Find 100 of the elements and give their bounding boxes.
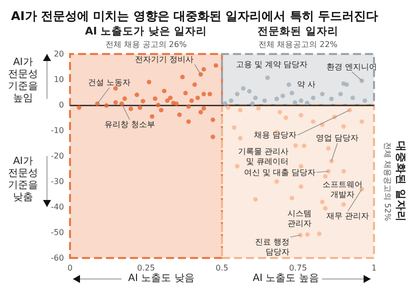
text: AI 노출도 낮음 <box>127 273 196 285</box>
point <box>284 116 288 120</box>
point <box>138 105 142 110</box>
point <box>234 92 240 96</box>
point <box>341 202 346 207</box>
annotation: 환경 엔지니어 <box>326 62 378 72</box>
point <box>232 125 236 130</box>
y-tick-label: -60 <box>50 254 64 262</box>
point <box>262 98 267 103</box>
point <box>298 112 304 118</box>
point <box>189 98 194 103</box>
band-label: 전문화된 일자리 전체 채용공고의 22% <box>258 26 338 49</box>
point <box>280 94 286 98</box>
point <box>238 108 242 112</box>
point <box>350 96 355 100</box>
y-tick-label: 0 <box>58 100 64 110</box>
point <box>198 72 203 77</box>
point <box>162 88 166 94</box>
point <box>113 86 118 91</box>
y-tick-label: 10 <box>54 75 64 84</box>
point <box>168 96 173 100</box>
point <box>278 110 282 114</box>
point <box>210 134 216 140</box>
x-tick-label: 0.5 <box>216 264 228 272</box>
point <box>156 102 160 108</box>
point <box>202 92 206 96</box>
point <box>317 232 322 236</box>
point <box>310 119 316 124</box>
point <box>183 90 188 96</box>
point <box>241 86 246 91</box>
point <box>95 101 100 106</box>
y-tick-label: 20 <box>54 50 64 58</box>
annotation: 영업 담당자 <box>316 134 359 143</box>
point <box>298 98 304 103</box>
point <box>238 136 242 140</box>
point <box>186 104 191 109</box>
point <box>210 118 216 122</box>
y-tick-label: -10 <box>50 126 64 135</box>
point <box>323 174 328 179</box>
point <box>222 101 228 106</box>
point <box>122 96 127 101</box>
point <box>180 74 185 80</box>
point <box>76 105 82 110</box>
point <box>320 200 325 204</box>
band-label: AI 노출도가 낮은 일자리 전체 채용 공고의 26% <box>85 26 207 49</box>
text: AI가 전문성 기준을 낮춤 <box>7 156 39 204</box>
point <box>302 144 306 148</box>
point <box>290 196 294 200</box>
y-tick-label: -50 <box>50 228 64 237</box>
annotation: 여신 및 대출 담당자 <box>244 168 316 177</box>
annotation: 재무 관리자 <box>326 212 370 221</box>
point <box>362 98 368 103</box>
point <box>250 101 255 106</box>
point <box>338 92 343 96</box>
point <box>226 105 230 110</box>
x-tick-label: 1 <box>371 264 377 272</box>
annotation: 건설 노동자 <box>88 78 131 88</box>
point <box>320 92 325 96</box>
point <box>113 100 118 105</box>
point <box>326 146 331 151</box>
annotation: 소프트웨어 개발자 <box>322 180 363 199</box>
point <box>186 119 191 124</box>
point <box>146 80 152 84</box>
point <box>323 206 328 211</box>
point <box>198 110 203 114</box>
point <box>286 82 292 87</box>
point <box>104 103 109 108</box>
y-tick-label: -20 <box>50 152 64 160</box>
point <box>292 100 298 105</box>
point <box>150 114 154 119</box>
point <box>177 112 182 117</box>
point <box>152 96 158 101</box>
band-label: 대중화된 일자리 전체 채용공고의 52% <box>383 141 406 222</box>
point <box>202 67 206 72</box>
point <box>192 82 197 87</box>
point <box>274 179 279 184</box>
point <box>202 106 206 111</box>
annotation: 전자기기 정비사 <box>135 54 194 64</box>
point <box>265 75 270 80</box>
point <box>341 124 346 129</box>
annotation: 약 사 <box>296 80 316 90</box>
annotation: 기록물 관리사 및 큐레이터 <box>238 147 289 166</box>
point <box>171 100 176 106</box>
point <box>158 108 164 112</box>
text: AI 노출도 높음 <box>252 273 320 285</box>
point <box>140 98 146 104</box>
chart-title: AI가 전문성에 미치는 영향은 대중화된 일자리에서 특히 두드러진다 <box>11 9 378 23</box>
x-tick-label: 0 <box>67 264 73 272</box>
point <box>341 169 346 174</box>
annotation: 채용 담당자 <box>254 130 297 140</box>
point <box>253 197 258 202</box>
point <box>298 164 304 168</box>
point <box>214 63 218 68</box>
point <box>134 92 140 98</box>
point <box>119 101 124 106</box>
annotation: 유리창 청소부 <box>104 120 155 130</box>
point <box>165 98 170 103</box>
point <box>329 96 334 102</box>
point <box>274 96 279 102</box>
y-tick-label: -30 <box>50 177 64 186</box>
